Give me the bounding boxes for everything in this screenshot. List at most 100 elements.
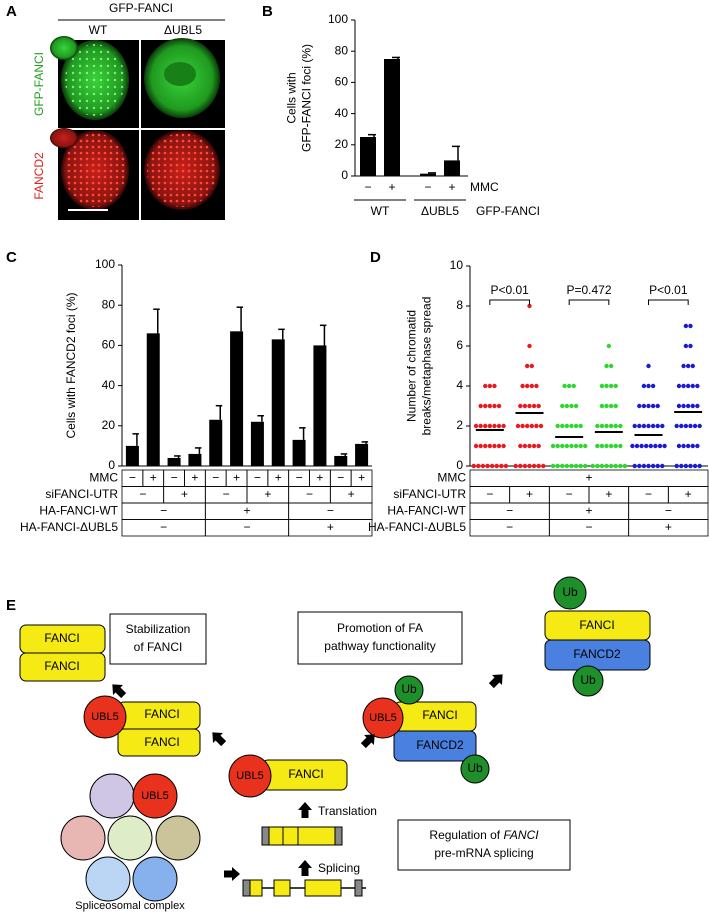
dot: [550, 463, 556, 469]
dot: [522, 403, 528, 409]
foci: [64, 133, 126, 207]
y-tick-label: 40: [102, 378, 116, 392]
cell-text: +: [585, 470, 592, 484]
dot: [681, 363, 686, 369]
snrnp: [85, 856, 131, 902]
dot: [604, 403, 609, 409]
ubl5: [228, 754, 272, 798]
dot: [566, 383, 572, 389]
protein: [393, 730, 477, 762]
dot: [496, 443, 502, 449]
y-axis-label: breaks/metaphase spread: [420, 297, 434, 436]
protein-label: FANCI: [144, 735, 179, 749]
dot: [637, 403, 642, 409]
cell-text: +: [316, 470, 323, 484]
dot: [590, 463, 595, 469]
dot: [496, 423, 502, 429]
dot: [560, 463, 565, 469]
dot: [604, 363, 609, 369]
protein-label: FANCI: [579, 618, 614, 632]
dot: [685, 363, 691, 369]
bar: [334, 455, 348, 466]
box-text-part: Regulation of: [429, 828, 500, 842]
dot: [676, 443, 682, 449]
dot: [560, 443, 565, 449]
dot: [604, 423, 609, 429]
dot: [471, 463, 476, 469]
dot: [522, 443, 528, 449]
bar: [313, 345, 327, 466]
protein: [117, 728, 201, 757]
dot: [690, 443, 695, 449]
box-text: Stabilization: [126, 622, 191, 636]
cell-text: +: [526, 487, 533, 501]
dot: [571, 383, 576, 389]
text-box: [297, 611, 463, 665]
dot: [681, 443, 686, 449]
protein-label: FANCI: [44, 631, 79, 645]
dot: [525, 383, 530, 389]
p-value: P<0.01: [490, 283, 529, 297]
y-axis-label: Cells with FANCD2 foci (%): [64, 292, 78, 438]
dot: [569, 403, 574, 409]
column-label: ΔUBL5: [164, 23, 202, 37]
cell-text: −: [160, 520, 167, 534]
dot: [679, 423, 684, 429]
dot: [683, 323, 689, 329]
dot: [480, 463, 486, 469]
cell-text: −: [306, 487, 313, 501]
dot: [560, 423, 565, 429]
dot: [534, 383, 539, 389]
dot: [650, 403, 656, 409]
bar: [146, 333, 160, 466]
bracket: [568, 299, 610, 305]
dot: [690, 403, 695, 409]
bar: [250, 421, 264, 466]
y-tick-label: 20: [335, 137, 349, 151]
y-axis-label: Cells with: [285, 72, 299, 123]
dot: [499, 463, 504, 469]
dot: [604, 443, 609, 449]
snrnp: [107, 815, 153, 861]
dot: [641, 423, 647, 429]
dot: [674, 423, 679, 429]
cell-text: −: [665, 503, 672, 517]
dot: [525, 363, 530, 369]
dot: [599, 423, 605, 429]
dot: [685, 443, 691, 449]
dot: [515, 423, 521, 429]
dot: [578, 443, 583, 449]
dot: [660, 463, 665, 469]
dot: [622, 463, 628, 469]
cell-text: −: [129, 470, 136, 484]
ubl5-label: UBL5: [91, 711, 119, 723]
cell-text: −: [645, 487, 652, 501]
dot: [503, 463, 509, 469]
dot: [560, 403, 565, 409]
dot: [531, 463, 537, 469]
dot: [630, 443, 635, 449]
row-label: HA-FANCI-WT: [39, 503, 118, 517]
dot: [527, 443, 532, 449]
cell-text: −: [223, 487, 230, 501]
cell-text: −: [243, 520, 250, 534]
group-label: ΔUBL5: [421, 204, 459, 218]
dot: [595, 463, 600, 469]
dot: [494, 463, 499, 469]
arrow: [298, 802, 312, 818]
arrow: [298, 860, 312, 876]
y-tick-label: 0: [108, 458, 115, 472]
panel-e: Stabilization of FANCI Promotion of FA p…: [19, 576, 651, 912]
dot: [632, 463, 637, 469]
dot: [538, 423, 544, 429]
dot: [569, 443, 574, 449]
bar: [188, 453, 202, 466]
dot: [608, 443, 614, 449]
dot: [483, 423, 488, 429]
dot: [492, 423, 497, 429]
dot: [646, 403, 651, 409]
box-text: of FANCI: [134, 640, 183, 654]
dot: [483, 383, 488, 389]
dot: [487, 443, 493, 449]
